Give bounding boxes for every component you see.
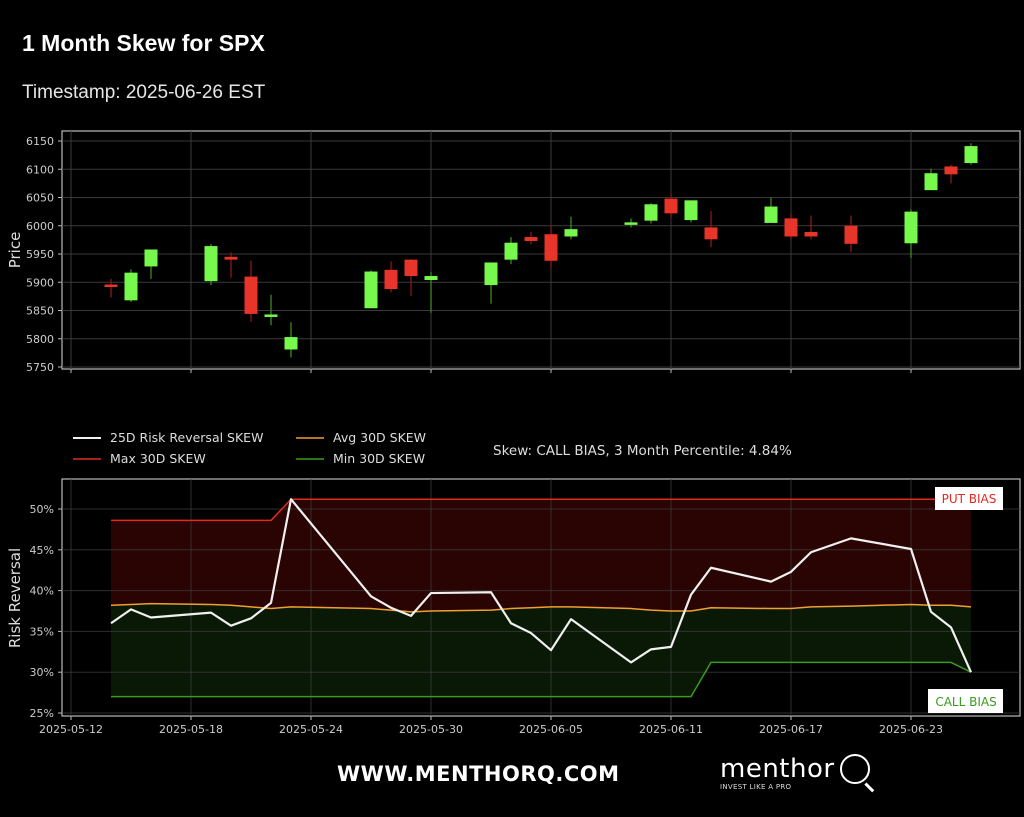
- date-tick-label: 2025-06-17: [759, 723, 823, 736]
- candle: [804, 215, 818, 240]
- svg-text:PUT BIAS: PUT BIAS: [942, 492, 997, 506]
- skew-skew-line: [110, 498, 973, 673]
- candle: [424, 272, 438, 313]
- call-bias-label: CALL BIAS: [928, 689, 1003, 713]
- logo-tagline: INVEST LIKE A PRO: [720, 783, 792, 791]
- pct-tick-label: 40%: [30, 585, 54, 598]
- price-tick-label: 6100: [26, 163, 54, 176]
- candle: [224, 252, 238, 278]
- pct-tick-label: 35%: [30, 625, 54, 638]
- candle: [244, 260, 258, 322]
- candle: [764, 197, 778, 223]
- candle: [964, 143, 978, 165]
- candle: [504, 237, 518, 265]
- legend: 25D Risk Reversal SKEW Avg 30D SKEW Max 30…: [73, 430, 426, 466]
- skew-annotation: Skew: CALL BIAS, 3 Month Percentile: 4.8…: [493, 443, 792, 459]
- svg-text:Avg 30D SKEW: Avg 30D SKEW: [333, 430, 426, 445]
- candle: [284, 322, 298, 358]
- price-tick-label: 5800: [26, 333, 54, 346]
- date-tick-label: 2025-06-23: [879, 723, 943, 736]
- website-url: WWW.MENTHORQ.COM: [337, 762, 620, 786]
- candle: [664, 193, 678, 218]
- skew-axis-label: Risk Reversal: [6, 548, 24, 648]
- svg-text:Min 30D SKEW: Min 30D SKEW: [333, 451, 425, 466]
- candle: [784, 213, 798, 240]
- candle: [704, 211, 718, 248]
- candle: [944, 164, 958, 184]
- candle: [204, 243, 218, 286]
- legend-item-skew: 25D Risk Reversal SKEW: [73, 430, 263, 445]
- price-axis-label: Price: [6, 232, 24, 269]
- candle: [624, 218, 638, 228]
- menthorq-logo: menthor INVEST LIKE A PRO: [720, 754, 870, 791]
- candle: [264, 294, 278, 326]
- candle: [144, 249, 158, 279]
- pct-tick-label: 25%: [30, 707, 54, 720]
- date-tick-label: 2025-06-05: [519, 723, 583, 736]
- legend-item-min: Min 30D SKEW: [296, 451, 425, 466]
- svg-text:25D Risk Reversal SKEW: 25D Risk Reversal SKEW: [110, 430, 263, 445]
- pct-tick-label: 50%: [30, 503, 54, 516]
- candle: [104, 278, 118, 298]
- candle: [364, 270, 378, 309]
- candle: [644, 203, 658, 224]
- chart-title: 1 Month Skew for SPX: [22, 30, 265, 56]
- price-tick-label: 5950: [26, 248, 54, 261]
- candle: [384, 261, 398, 293]
- candle: [124, 269, 138, 303]
- call-bias-zone: [111, 603, 971, 697]
- min-skew-line: [111, 661, 972, 698]
- price-tick-label: 5750: [26, 361, 54, 374]
- price-tick-label: 5850: [26, 305, 54, 318]
- skew-line-chart: 25% 30% 35% 40% 45% 50% 2025-05-12 2025-05-18 20…: [6, 430, 1021, 736]
- svg-text:Max 30D SKEW: Max 30D SKEW: [110, 451, 206, 466]
- pct-tick-label: 45%: [30, 544, 54, 557]
- candle: [844, 215, 858, 253]
- price-plot-frame: [61, 130, 1021, 370]
- price-tick-label: 6000: [26, 220, 54, 233]
- svg-text:CALL BIAS: CALL BIAS: [935, 695, 996, 709]
- q-logo-icon: [840, 754, 870, 784]
- avg-skew-line: [110, 602, 972, 613]
- date-tick-label: 2025-06-11: [639, 723, 703, 736]
- price-tick-label: 6050: [26, 192, 54, 205]
- legend-item-max: Max 30D SKEW: [73, 451, 206, 466]
- date-tick-label: 2025-05-12: [39, 723, 103, 736]
- date-tick-label: 2025-05-24: [279, 723, 343, 736]
- candle: [524, 231, 538, 245]
- candle: [684, 200, 698, 223]
- date-tick-label: 2025-05-18: [159, 723, 223, 736]
- price-tick-label: 6150: [26, 135, 54, 148]
- date-tick-label: 2025-05-30: [399, 723, 463, 736]
- max-skew-line: [111, 498, 971, 522]
- price-candlestick-chart: 5750 5800 5850 5900 5950 6000 6050 6100 6150 Pric…: [6, 130, 1021, 374]
- timestamp: Timestamp: 2025-06-26 EST: [22, 82, 266, 103]
- logo-wordmark: menthor: [720, 754, 835, 784]
- candle: [904, 209, 918, 258]
- candle: [404, 259, 418, 296]
- pct-tick-label: 30%: [30, 666, 54, 679]
- candle: [564, 216, 578, 240]
- legend-item-avg: Avg 30D SKEW: [296, 430, 426, 445]
- candle: [484, 262, 498, 304]
- put-bias-label: PUT BIAS: [935, 487, 1003, 510]
- candle: [544, 225, 558, 269]
- candle: [924, 168, 938, 191]
- price-tick-label: 5900: [26, 276, 54, 289]
- put-bias-zone: [111, 499, 971, 612]
